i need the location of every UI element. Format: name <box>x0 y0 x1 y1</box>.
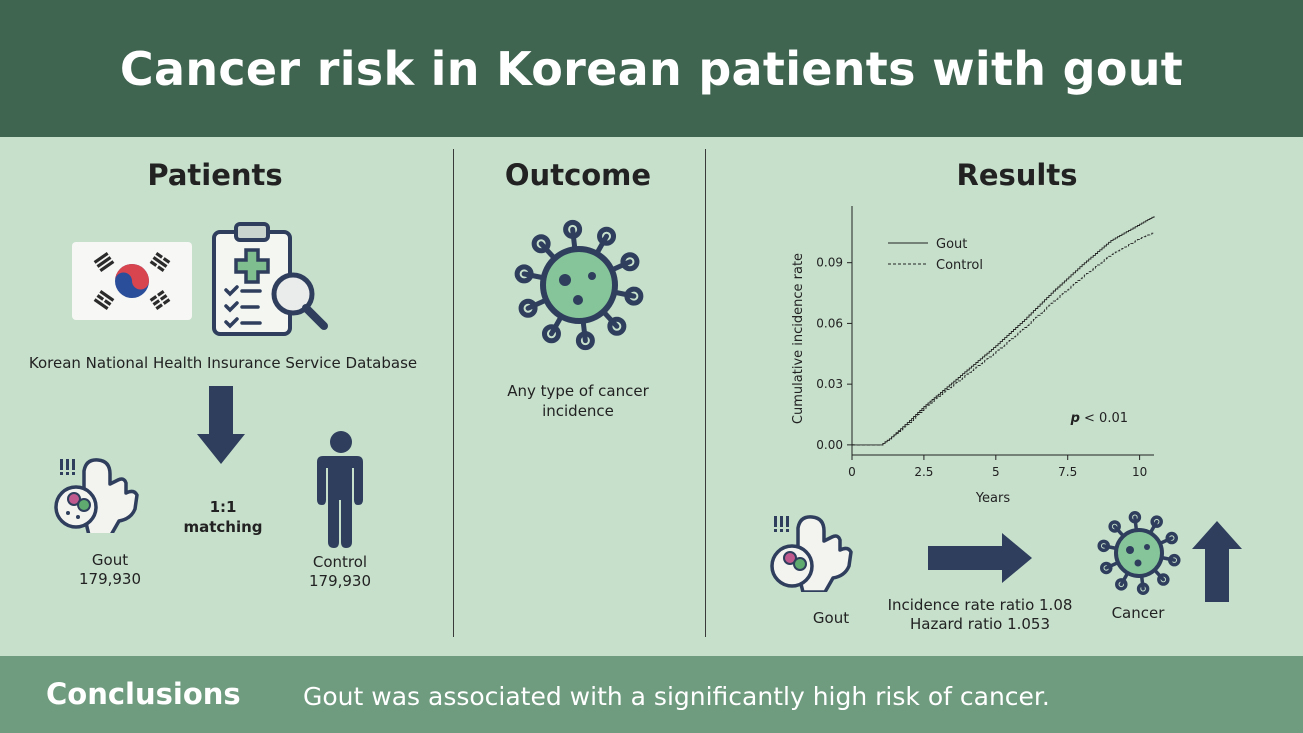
x-tick-label: 2.5 <box>914 465 933 479</box>
y-tick-label: 0.09 <box>816 256 843 270</box>
series-line-gout <box>852 216 1155 446</box>
header-banner: Cancer risk in Korean patients with gout <box>0 0 1303 137</box>
series-line-control <box>852 232 1155 446</box>
person-icon <box>317 431 363 548</box>
database-label: Korean National Health Insurance Service… <box>28 354 418 372</box>
korea-flag-icon <box>72 242 192 320</box>
p-value-annotation: p < 0.01 <box>1070 411 1128 426</box>
y-tick-label: 0.03 <box>816 377 843 391</box>
x-tick-label: 5 <box>992 465 1000 479</box>
clipboard-search-icon <box>212 222 328 336</box>
gout-foot-small-icon <box>770 515 853 592</box>
legend-label: Gout <box>936 237 967 252</box>
gout-group-label: Gout <box>91 551 129 569</box>
gout-group-count: 179,930 <box>78 570 142 588</box>
hazard-ratio: Hazard ratio 1.053 <box>909 615 1051 633</box>
y-tick-label: 0.06 <box>816 316 843 330</box>
divider-left <box>453 149 454 637</box>
control-group-count: 179,930 <box>308 572 372 590</box>
incidence-rate-ratio: Incidence rate ratio 1.08 <box>887 596 1073 614</box>
outcome-title: Outcome <box>504 158 652 192</box>
results-gout-label: Gout <box>812 609 850 627</box>
virus-small-icon <box>1097 510 1181 596</box>
arrow-up-icon <box>1192 521 1242 602</box>
x-tick-label: 10 <box>1132 465 1147 479</box>
gout-foot-icon <box>54 458 139 533</box>
km-chart: 0 2.5 5 7.5 10 0.00 0.03 0.06 0.09 Years Cumulativ… <box>791 206 1155 506</box>
x-tick-label: 7.5 <box>1058 465 1077 479</box>
control-group-label: Control <box>312 553 368 571</box>
conclusions-text: Gout was associated with a significantly… <box>303 682 1050 711</box>
page-title: Cancer risk in Korean patients with gout <box>119 41 1184 96</box>
y-tick-label: 0.00 <box>816 438 843 452</box>
matching-label: 1:1 matching <box>183 498 263 536</box>
legend-label: Control <box>936 258 983 273</box>
outcome-line-2: incidence <box>542 402 614 420</box>
results-title: Results <box>956 158 1078 192</box>
outcome-line-1: Any type of cancer <box>507 382 649 400</box>
conclusions-label: Conclusions <box>46 677 241 711</box>
divider-right <box>705 149 706 637</box>
results-cancer-label: Cancer <box>1111 604 1165 622</box>
y-axis-label: Cumulative incidence rate <box>791 253 806 424</box>
chart-legend: Gout Control <box>888 237 983 273</box>
x-axis-label: Years <box>975 491 1011 506</box>
arrow-right-icon <box>928 533 1032 583</box>
chart-axes: 0 2.5 5 7.5 10 0.00 0.03 0.06 0.09 <box>816 206 1154 479</box>
virus-icon <box>514 219 644 351</box>
x-tick-label: 0 <box>848 465 856 479</box>
patients-title: Patients <box>147 158 283 192</box>
arrow-down-icon <box>197 386 245 464</box>
